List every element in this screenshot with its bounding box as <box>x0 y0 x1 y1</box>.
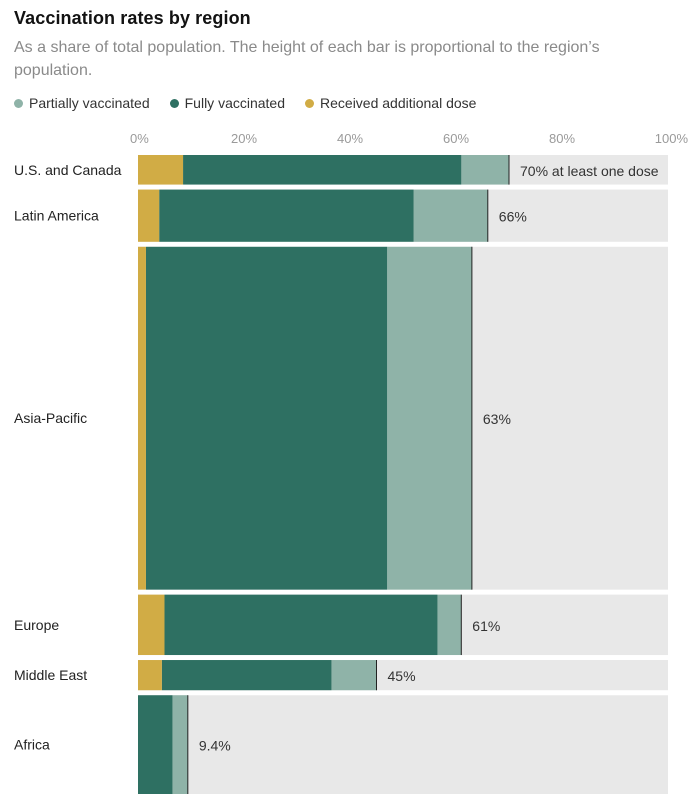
bar-additional-dose <box>138 594 165 656</box>
bar-partially-vaccinated <box>437 594 462 656</box>
legend-label-partial: Partially vaccinated <box>29 95 150 111</box>
legend-dot-additional-icon <box>305 98 315 108</box>
x-tick-label: 100% <box>655 131 689 146</box>
bar-additional-dose <box>138 155 184 185</box>
chart-title: Vaccination rates by region <box>14 8 251 28</box>
x-tick-label: 40% <box>337 131 363 146</box>
bar-fully-vaccinated <box>138 695 173 794</box>
chart-subtitle: As a share of total population. The heig… <box>14 39 600 79</box>
legend-dot-full-icon <box>169 98 179 108</box>
region-label: Africa <box>14 737 50 753</box>
x-tick-label: 20% <box>231 131 257 146</box>
bar-partially-vaccinated <box>461 155 509 185</box>
x-tick-label: 60% <box>443 131 469 146</box>
value-label: 70% at least one dose <box>520 163 659 179</box>
bar-partially-vaccinated <box>387 246 472 590</box>
legend-dot-partial-icon <box>14 98 23 108</box>
value-label: 9.4% <box>199 738 231 754</box>
bar-additional-dose <box>138 660 162 691</box>
bar-fully-vaccinated <box>145 246 388 590</box>
value-label: 61% <box>472 618 500 634</box>
x-tick-label: 80% <box>549 131 575 146</box>
bar-partially-vaccinated <box>172 695 188 794</box>
value-label: 66% <box>499 209 527 225</box>
legend-item-full: Fully vaccinated <box>169 95 286 111</box>
bar-fully-vaccinated <box>183 155 462 185</box>
bar-background <box>138 695 668 794</box>
region-label: Europe <box>14 617 59 633</box>
bar-partially-vaccinated <box>331 660 377 691</box>
region-label: Asia-Pacific <box>14 410 87 426</box>
region-label: Latin America <box>14 208 99 224</box>
bar-partially-vaccinated <box>413 189 488 242</box>
legend-label-full: Fully vaccinated <box>184 95 286 111</box>
bar-fully-vaccinated <box>164 594 438 656</box>
region-label: U.S. and Canada <box>14 162 122 178</box>
value-label: 63% <box>483 411 511 427</box>
value-label: 45% <box>388 668 416 684</box>
bar-additional-dose <box>138 189 160 242</box>
x-tick-label: 0% <box>130 131 149 146</box>
legend: Partially vaccinated Fully vaccinated Re… <box>14 95 496 111</box>
bar-fully-vaccinated <box>161 660 332 691</box>
region-label: Middle East <box>14 667 87 683</box>
bar-fully-vaccinated <box>159 189 414 242</box>
legend-label-additional: Received additional dose <box>320 95 477 111</box>
legend-item-additional: Received additional dose <box>305 95 476 111</box>
legend-item-partial: Partially vaccinated <box>14 95 150 111</box>
bar-additional-dose <box>138 246 146 590</box>
